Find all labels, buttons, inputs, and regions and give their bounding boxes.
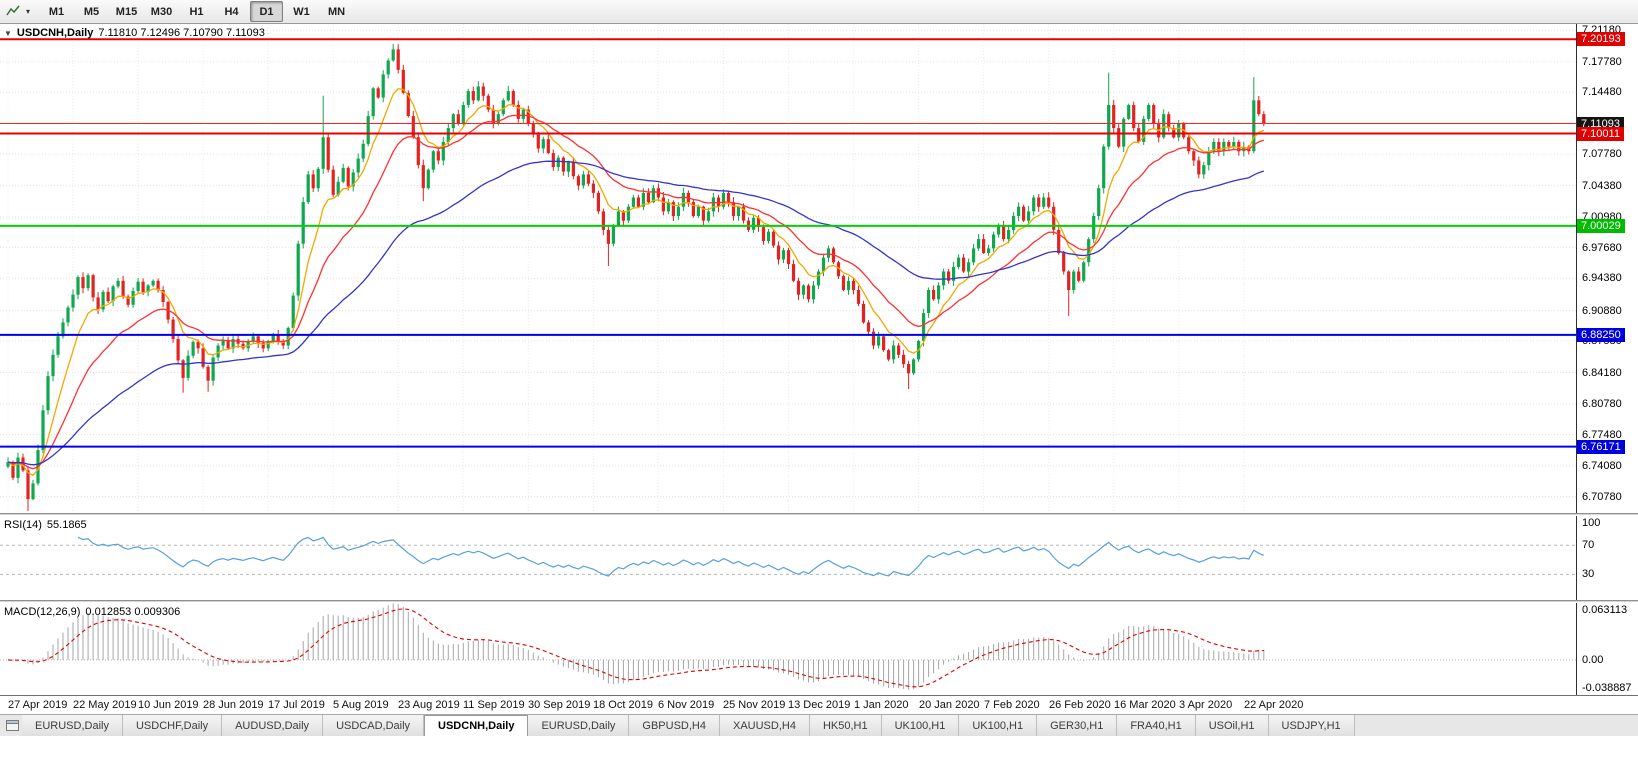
date-axis-label: 22 Apr 2020 xyxy=(1244,699,1303,711)
rsi-value: 55.1865 xyxy=(47,519,87,531)
date-axis-label: 30 Sep 2019 xyxy=(528,699,590,711)
main-chart-panel: ▼ USDCNH,Daily 7.11810 7.12496 7.10790 7… xyxy=(0,24,1638,513)
timeframe-button-M5[interactable]: M5 xyxy=(75,1,108,22)
date-axis-label: 25 Nov 2019 xyxy=(723,699,785,711)
chart-symbol-label: USDCNH,Daily xyxy=(17,27,93,39)
price-tick-6.97680: 6.97680 xyxy=(1582,242,1622,254)
timeframe-button-M1[interactable]: M1 xyxy=(40,1,73,22)
timeframe-button-H1[interactable]: H1 xyxy=(180,1,213,22)
date-axis-label: 5 Aug 2019 xyxy=(333,699,389,711)
rsi-axis[interactable]: 100 70 30 xyxy=(1576,516,1638,600)
trading-terminal-window: ▾ M1M5M15M30H1H4D1W1MN ▼ USDCNH,Daily 7.… xyxy=(0,0,1638,766)
date-axis-label: 26 Feb 2020 xyxy=(1049,699,1111,711)
macd-axis[interactable]: 0.063113 0.00 -0.038887 xyxy=(1576,603,1638,695)
timeframe-button-M15[interactable]: M15 xyxy=(110,1,143,22)
date-axis-label: 13 Dec 2019 xyxy=(788,699,850,711)
chart-tab-GER30-H1[interactable]: GER30,H1 xyxy=(1037,715,1117,736)
chart-tab-USDCAD-Daily[interactable]: USDCAD,Daily xyxy=(323,715,424,736)
price-badge-7.20193: 7.20193 xyxy=(1577,32,1625,46)
macd-title-row: MACD(12,26,9) 0.012853 0.009306 xyxy=(4,606,180,618)
macd-plot[interactable] xyxy=(0,603,1576,695)
price-tick-6.84180: 6.84180 xyxy=(1582,367,1622,379)
date-axis-label: 18 Oct 2019 xyxy=(593,699,653,711)
rsi-panel: RSI(14) 55.1865 100 70 30 xyxy=(0,516,1638,600)
chart-tab-AUDUSD-Daily[interactable]: AUDUSD,Daily xyxy=(222,715,323,736)
date-axis-label: 10 Jun 2019 xyxy=(138,699,199,711)
price-badge-6.88250: 6.88250 xyxy=(1577,328,1625,342)
macd-level-bottom: -0.038887 xyxy=(1582,682,1632,694)
price-tick-6.80780: 6.80780 xyxy=(1582,398,1622,410)
rsi-level-70: 70 xyxy=(1582,539,1594,551)
rsi-level-100: 100 xyxy=(1582,517,1600,529)
date-axis-label: 27 Apr 2019 xyxy=(8,699,67,711)
price-badge-7.10011: 7.10011 xyxy=(1577,127,1624,141)
chart-tab-HK50-H1[interactable]: HK50,H1 xyxy=(810,715,882,736)
price-tick-7.07780: 7.07780 xyxy=(1582,148,1622,160)
rsi-plot[interactable] xyxy=(0,516,1576,600)
chart-tab-UK100-H1[interactable]: UK100,H1 xyxy=(959,715,1037,736)
price-tick-6.70780: 6.70780 xyxy=(1582,491,1622,503)
date-axis-label: 22 May 2019 xyxy=(73,699,137,711)
date-axis-label: 6 Nov 2019 xyxy=(658,699,714,711)
timeframe-button-MN[interactable]: MN xyxy=(320,1,353,22)
chart-tab-USOil-H1[interactable]: USOil,H1 xyxy=(1196,715,1269,736)
chart-mode-icon[interactable] xyxy=(4,3,22,21)
macd-value: 0.012853 0.009306 xyxy=(85,606,180,618)
date-axis[interactable]: 27 Apr 2019 22 May 201910 Jun 2019 28 Jun … xyxy=(0,695,1638,714)
price-tick-6.74080: 6.74080 xyxy=(1582,460,1622,472)
timeframe-toolbar: ▾ M1M5M15M30H1H4D1W1MN xyxy=(0,0,1638,24)
chart-tab-UK100-H1[interactable]: UK100,H1 xyxy=(882,715,960,736)
price-tick-7.17780: 7.17780 xyxy=(1582,56,1622,68)
price-badge-7.00029: 7.00029 xyxy=(1577,219,1625,233)
macd-level-top: 0.063113 xyxy=(1582,604,1627,616)
rsi-title: RSI(14) xyxy=(4,519,42,531)
window-icon xyxy=(6,720,19,731)
price-chart-plot[interactable] xyxy=(0,24,1576,513)
rsi-level-30: 30 xyxy=(1582,568,1594,580)
date-axis-label: 7 Feb 2020 xyxy=(984,699,1040,711)
ohlc-readout: 7.11810 7.12496 7.10790 7.11093 xyxy=(98,27,265,39)
chart-tab-USDJPY-H1[interactable]: USDJPY,H1 xyxy=(1269,715,1355,736)
chart-tabs-bar: EURUSD,DailyUSDCHF,DailyAUDUSD,DailyUSDC… xyxy=(0,714,1638,736)
price-tick-7.14480: 7.14480 xyxy=(1582,86,1622,98)
price-axis[interactable]: 7.211807.177807.144807.077807.043807.009… xyxy=(1576,24,1638,513)
date-axis-label: 11 Sep 2019 xyxy=(463,699,525,711)
price-tick-6.94380: 6.94380 xyxy=(1582,272,1622,284)
chart-title: ▼ USDCNH,Daily 7.11810 7.12496 7.10790 7… xyxy=(4,27,265,39)
timeframe-button-H4[interactable]: H4 xyxy=(215,1,248,22)
price-tick-7.04380: 7.04380 xyxy=(1582,180,1622,192)
price-tick-6.90880: 6.90880 xyxy=(1582,305,1622,317)
macd-panel: MACD(12,26,9) 0.012853 0.009306 0.063113… xyxy=(0,603,1638,695)
macd-title: MACD(12,26,9) xyxy=(4,606,80,618)
chart-tab-USDCHF-Daily[interactable]: USDCHF,Daily xyxy=(123,715,222,736)
chart-tab-USDCNH-Daily[interactable]: USDCNH,Daily xyxy=(424,715,528,736)
timeframe-button-M30[interactable]: M30 xyxy=(145,1,178,22)
chart-windows-icon[interactable] xyxy=(2,715,22,736)
chart-tab-GBPUSD-H4[interactable]: GBPUSD,H4 xyxy=(629,715,720,736)
date-axis-label: 23 Aug 2019 xyxy=(398,699,460,711)
zigzag-line-icon xyxy=(6,4,21,19)
chart-tab-XAUUSD-H4[interactable]: XAUUSD,H4 xyxy=(720,715,810,736)
date-axis-label: 28 Jun 2019 xyxy=(203,699,264,711)
timeframe-button-W1[interactable]: W1 xyxy=(285,1,318,22)
chart-tab-EURUSD-Daily[interactable]: EURUSD,Daily xyxy=(528,715,629,736)
chart-tab-FRA40-H1[interactable]: FRA40,H1 xyxy=(1117,715,1195,736)
macd-level-zero: 0.00 xyxy=(1582,654,1603,666)
date-axis-label: 16 Mar 2020 xyxy=(1114,699,1176,711)
price-badge-6.76171: 6.76171 xyxy=(1577,440,1625,454)
date-axis-label: 20 Jan 2020 xyxy=(919,699,980,711)
timeframe-button-D1[interactable]: D1 xyxy=(250,1,283,22)
collapse-chart-icon[interactable]: ▼ xyxy=(4,29,12,38)
date-axis-label: 1 Jan 2020 xyxy=(854,699,908,711)
chart-tab-EURUSD-Daily[interactable]: EURUSD,Daily xyxy=(22,715,123,736)
dropdown-caret-icon[interactable]: ▾ xyxy=(23,7,33,16)
date-axis-label: 3 Apr 2020 xyxy=(1179,699,1232,711)
date-axis-label: 17 Jul 2019 xyxy=(268,699,325,711)
rsi-title-row: RSI(14) 55.1865 xyxy=(4,519,87,531)
